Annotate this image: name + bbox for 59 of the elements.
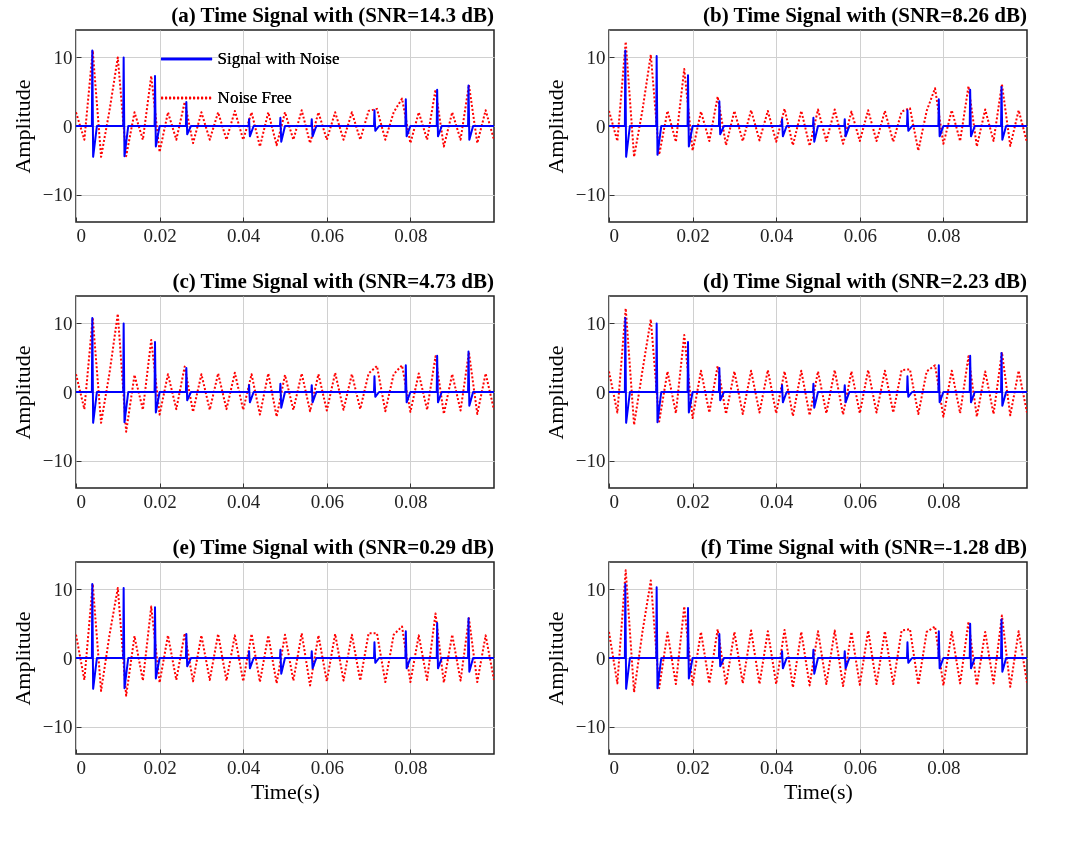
y-tick-label: 10 [53,312,73,334]
y-tick-label: −10 [575,184,606,206]
y-axis-title: Amplitude [542,611,568,706]
legend-label: Signal with Noise [217,49,340,68]
y-tick-label: 10 [586,46,606,68]
chart-title: (b) Time Signal with (SNR=8.26 dB) [703,3,1027,27]
x-tick-label: 0.06 [843,224,877,246]
x-tick-label: 0.08 [394,224,428,246]
y-tick-label: −10 [575,716,606,738]
y-axis-title: Amplitude [9,611,35,706]
y-tick-label: 0 [63,647,73,669]
x-tick-label: 0.04 [760,490,794,512]
x-tick-label: 0.04 [760,756,794,778]
legend-label: Noise Free [217,88,292,107]
x-tick-label: 0.08 [394,756,428,778]
x-tick-label: 0.04 [227,490,261,512]
chart-title: (e) Time Signal with (SNR=0.29 dB) [172,535,494,559]
y-tick-label: 10 [53,578,73,600]
x-tick-label: 0.04 [227,224,261,246]
x-tick-label: 0.06 [310,756,344,778]
x-tick-label: 0.06 [843,756,877,778]
x-tick-label: 0.02 [676,224,710,246]
y-tick-label: −10 [42,184,73,206]
x-tick-label: 0.08 [927,224,961,246]
y-tick-label: −10 [42,716,73,738]
chart-title: (f) Time Signal with (SNR=-1.28 dB) [700,535,1028,559]
x-tick-label: 0.02 [676,756,710,778]
x-tick-label: 0.02 [143,224,177,246]
y-axis-title: Amplitude [542,79,568,174]
x-tick-label: 0.08 [927,490,961,512]
x-tick-label: 0.02 [143,756,177,778]
y-tick-label: −10 [42,450,73,472]
chart-title: (a) Time Signal with (SNR=14.3 dB) [171,3,494,27]
y-axis-title: Amplitude [9,79,35,174]
line-series [76,49,494,158]
x-tick-label: 0.02 [143,490,177,512]
y-tick-label: −10 [575,450,606,472]
y-tick-label: 10 [586,312,606,334]
x-axis-title: Time(s) [784,778,853,804]
y-tick-label: 0 [63,381,73,403]
chart-title: (c) Time Signal with (SNR=4.73 dB) [172,269,494,293]
y-axis-title: Amplitude [9,345,35,440]
y-tick-label: 10 [53,46,73,68]
y-tick-label: 10 [586,578,606,600]
x-tick-label: 0.04 [760,224,794,246]
y-tick-label: 0 [596,115,606,137]
x-tick-label: 0.06 [310,224,344,246]
y-axis-title: Amplitude [542,345,568,440]
y-tick-label: 0 [63,115,73,137]
y-tick-label: 0 [596,381,606,403]
chart-title: (d) Time Signal with (SNR=2.23 dB) [703,269,1027,293]
x-tick-label: 0.06 [843,490,877,512]
y-tick-label: 0 [596,647,606,669]
x-tick-label: 0.06 [310,490,344,512]
x-tick-label: 0.08 [394,490,428,512]
x-axis-title: Time(s) [251,778,320,804]
x-tick-label: 0.04 [227,756,261,778]
x-tick-label: 0.02 [676,490,710,512]
x-tick-label: 0.08 [927,756,961,778]
